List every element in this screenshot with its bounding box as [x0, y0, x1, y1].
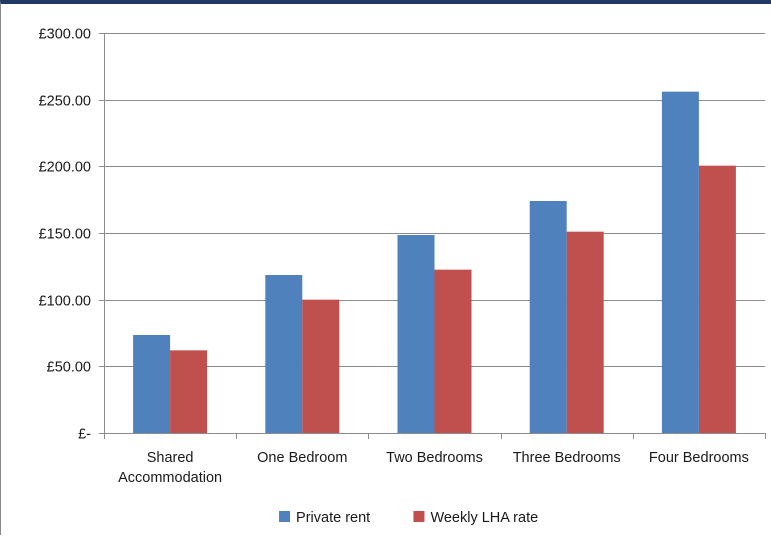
bar-private-rent [661, 91, 699, 434]
bar-weekly-lha-rate [434, 269, 472, 433]
category-label: One Bedroom [257, 450, 347, 466]
legend-swatch [413, 511, 425, 522]
y-axis-tick-labels: £- £50.00 £100.00 £150.00 £200.00 £250.00 £300… [39, 27, 92, 443]
x-axis-category-labels: Shared Accommodation One Bedroom Two Bedroo… [118, 450, 749, 486]
category-label: Two Bedrooms [386, 450, 483, 466]
legend: Private rent Weekly LHA rate [279, 510, 538, 526]
y-tick-label: £150.00 [39, 227, 91, 243]
bar-chart: £- £50.00 £100.00 £150.00 £200.00 £250.00 £300… [39, 27, 766, 526]
y-tick-label: £300.00 [39, 27, 91, 43]
bar-weekly-lha-rate [566, 231, 604, 433]
bar-weekly-lha-rate [302, 299, 340, 433]
legend-swatch [279, 511, 291, 522]
category-label: Three Bedrooms [513, 450, 621, 466]
y-tick-label: £50.00 [47, 360, 91, 376]
bar-private-rent [397, 235, 435, 433]
bars [133, 91, 736, 434]
legend-label: Weekly LHA rate [430, 510, 538, 526]
category-label: Accommodation [118, 470, 222, 486]
bar-private-rent [529, 201, 567, 433]
legend-label: Private rent [296, 510, 370, 526]
bar-weekly-lha-rate [170, 350, 208, 433]
y-tick-label: £100.00 [39, 294, 91, 310]
axes [99, 33, 766, 439]
bar-private-rent [133, 335, 171, 433]
y-tick-label: £- [78, 427, 91, 443]
gridlines [104, 33, 765, 367]
y-tick-label: £200.00 [39, 160, 91, 176]
y-tick-label: £250.00 [39, 94, 91, 110]
bar-private-rent [265, 275, 303, 433]
category-label: Shared [147, 450, 194, 466]
bar-weekly-lha-rate [698, 165, 736, 433]
category-label: Four Bedrooms [649, 450, 749, 466]
